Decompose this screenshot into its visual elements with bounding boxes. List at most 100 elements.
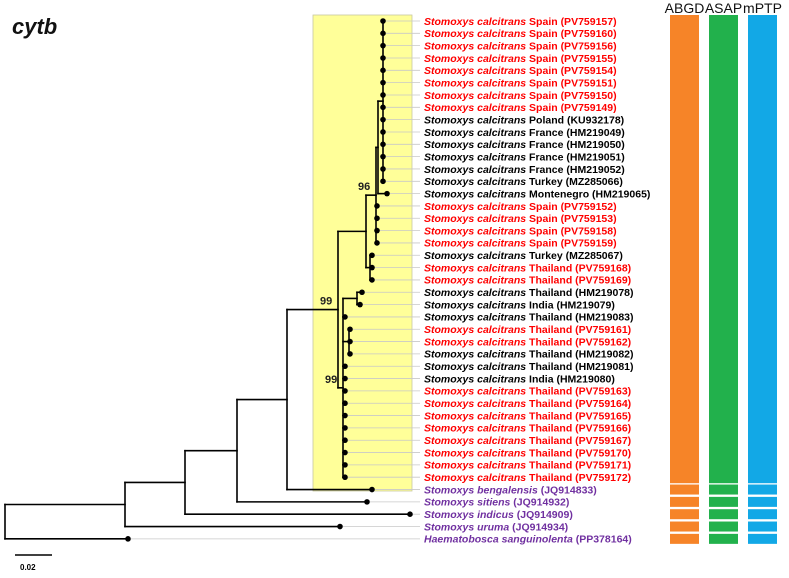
taxon-accession: France (HM219050) — [526, 139, 625, 151]
taxon-species: Haematobosca sanguinolenta — [424, 534, 573, 546]
taxon-label: Stomoxys calcitrans Turkey (MZ285066) — [424, 176, 623, 188]
taxon-species: Stomoxys calcitrans — [424, 435, 526, 447]
tip-dot — [374, 215, 380, 222]
tip-dot — [380, 129, 386, 135]
taxon-accession: India (HM219080) — [526, 373, 615, 385]
taxon-label: Stomoxys calcitrans Thailand (PV759165) — [424, 410, 631, 422]
taxon-species: Stomoxys calcitrans — [424, 373, 526, 385]
taxon-label: Stomoxys calcitrans France (HM219049) — [424, 127, 625, 139]
tip-dot — [380, 92, 386, 98]
tip-dot — [342, 375, 348, 382]
species-delimitation-bars — [670, 15, 777, 544]
delimitation-bar-calcitrans — [709, 15, 738, 484]
taxon-species: Stomoxys calcitrans — [424, 114, 526, 126]
taxon-label: Stomoxys calcitrans Spain (PV759152) — [424, 201, 617, 213]
taxon-label: Stomoxys calcitrans Thailand (HM219083) — [424, 312, 634, 324]
taxon-species: Stomoxys calcitrans — [424, 472, 526, 484]
taxon-label: Stomoxys calcitrans Thailand (HM219082) — [424, 349, 634, 361]
tip-dot — [380, 104, 386, 111]
tip-dot — [337, 523, 343, 530]
taxon-accession: Thailand (HM219078) — [526, 287, 633, 299]
tip-dot — [125, 536, 131, 542]
method-header: ASAP — [705, 0, 742, 16]
taxon-accession: Spain (PV759158) — [526, 225, 616, 237]
taxon-species: Stomoxys calcitrans — [424, 447, 526, 459]
taxon-label: Stomoxys calcitrans India (HM219079) — [424, 299, 615, 311]
taxon-species: Stomoxys calcitrans — [424, 336, 526, 348]
taxon-label: Stomoxys calcitrans France (HM219051) — [424, 151, 625, 163]
taxon-accession: Spain (PV759151) — [526, 77, 616, 89]
tip-dot — [384, 190, 390, 197]
tip-dot — [342, 449, 348, 456]
taxon-label: Stomoxys indicus (JQ914909) — [424, 509, 573, 521]
taxon-label: Stomoxys calcitrans Turkey (MZ285067) — [424, 250, 623, 262]
tip-dot — [357, 301, 363, 308]
tip-dot — [380, 79, 386, 86]
bootstrap-value: 96 — [358, 181, 370, 193]
scale-bar-label: 0.02 — [20, 563, 36, 572]
taxon-label: Stomoxys calcitrans Spain (PV759159) — [424, 238, 617, 250]
tip-dot — [369, 486, 375, 493]
tip-dot — [369, 252, 375, 259]
taxon-species: Stomoxys calcitrans — [424, 225, 526, 237]
taxon-species: Stomoxys calcitrans — [424, 164, 526, 176]
taxon-species: Stomoxys calcitrans — [424, 386, 526, 398]
taxon-label: Stomoxys calcitrans Spain (PV759156) — [424, 40, 617, 52]
taxon-label: Stomoxys calcitrans Spain (PV759160) — [424, 28, 617, 40]
taxon-accession: Spain (PV759152) — [526, 201, 616, 213]
tip-dot — [342, 314, 348, 320]
taxon-label: Stomoxys calcitrans Thailand (PV759172) — [424, 472, 631, 484]
taxon-label: Stomoxys calcitrans Thailand (PV759161) — [424, 324, 631, 336]
taxon-accession: Poland (KU932178) — [526, 114, 624, 126]
taxon-accession: Thailand (PV759167) — [526, 435, 631, 447]
delimitation-bar-species — [748, 533, 777, 544]
delimitation-bar-species — [748, 496, 777, 507]
tip-dot — [342, 363, 348, 370]
taxon-label: Stomoxys bengalensis (JQ914833) — [424, 484, 597, 496]
delimitation-bar-species — [670, 533, 699, 544]
taxon-accession: (JQ914833) — [538, 484, 597, 496]
taxon-species: Stomoxys calcitrans — [424, 423, 526, 435]
taxon-accession: Thailand (HM219082) — [526, 349, 633, 361]
tip-dot — [380, 153, 386, 160]
tip-dot — [380, 141, 386, 148]
method-headers: ABGD ASAP mPTP — [665, 0, 782, 16]
delimitation-bar-species — [709, 521, 738, 532]
taxon-label: Stomoxys calcitrans Spain (PV759158) — [424, 225, 617, 237]
delimitation-bar-calcitrans — [748, 15, 777, 484]
taxon-species: Stomoxys calcitrans — [424, 28, 526, 40]
taxon-label: Haematobosca sanguinolenta (PP378164) — [424, 534, 632, 546]
taxon-accession: Spain (PV759153) — [526, 213, 616, 225]
taxon-species: Stomoxys calcitrans — [424, 361, 526, 373]
tip-dot — [380, 55, 386, 61]
taxon-species: Stomoxys calcitrans — [424, 398, 526, 410]
taxon-accession: Spain (PV759154) — [526, 65, 616, 77]
taxon-species: Stomoxys calcitrans — [424, 312, 526, 324]
tip-dot — [380, 178, 386, 185]
taxon-accession: Montenegro (HM219065) — [526, 188, 650, 200]
taxon-accession: Thailand (PV759172) — [526, 472, 631, 484]
taxon-label: Stomoxys calcitrans Spain (PV759157) — [424, 16, 617, 28]
taxon-species: Stomoxys calcitrans — [424, 201, 526, 213]
taxon-accession: Spain (PV759150) — [526, 90, 616, 102]
taxon-label: Stomoxys calcitrans Spain (PV759149) — [424, 102, 617, 114]
taxon-label: Stomoxys calcitrans Thailand (HM219078) — [424, 287, 634, 299]
method-header: ABGD — [665, 0, 705, 16]
taxon-accession: Thailand (PV759165) — [526, 410, 631, 422]
bootstrap-value: 99 — [320, 296, 332, 308]
taxon-species: Stomoxys calcitrans — [424, 188, 526, 200]
taxon-label: Stomoxys calcitrans Spain (PV759155) — [424, 53, 617, 65]
taxon-label: Stomoxys calcitrans Spain (PV759153) — [424, 213, 617, 225]
taxon-species: Stomoxys calcitrans — [424, 238, 526, 250]
tip-dot — [380, 42, 386, 49]
taxon-accession: Turkey (MZ285066) — [526, 176, 623, 188]
tip-dot — [342, 437, 348, 444]
taxon-accession: Thailand (PV759168) — [526, 262, 631, 274]
tip-dot — [342, 462, 348, 468]
tip-dot — [347, 326, 353, 333]
taxon-accession: Thailand (PV759169) — [526, 275, 631, 287]
tip-dot — [342, 474, 348, 481]
taxon-accession: Thailand (PV759163) — [526, 386, 631, 398]
taxon-species: Stomoxys calcitrans — [424, 16, 526, 28]
tip-dot — [380, 67, 386, 74]
